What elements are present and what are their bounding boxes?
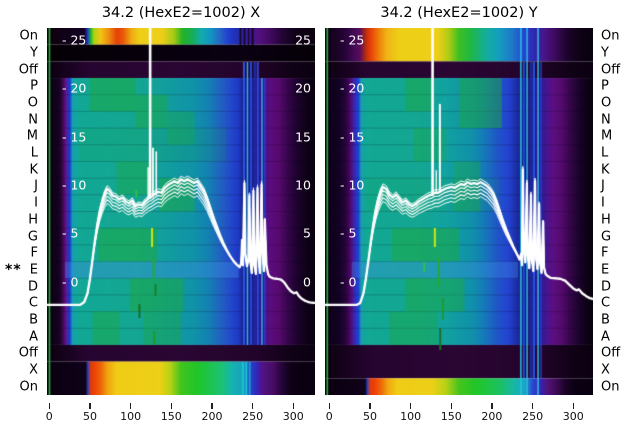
row-label-left-l-7: L xyxy=(30,145,38,161)
y-tick-label-left-x-25: - 25 xyxy=(62,32,87,48)
row-label-right-n-5: N xyxy=(601,112,611,128)
row-label-left-m-6: M xyxy=(26,128,38,144)
row-label-right-y-1: Y xyxy=(601,45,609,61)
x-tick-label-y-250: 250 xyxy=(522,410,544,423)
row-label-right-on-0: On xyxy=(601,28,620,44)
x-tick-label-x-100: 100 xyxy=(120,410,142,423)
x-tick-mark-x-50 xyxy=(89,403,91,409)
row-label-right-k-8: K xyxy=(601,162,610,178)
row-label-right-f-13: F xyxy=(601,245,609,261)
x-tick-label-y-150: 150 xyxy=(440,410,462,423)
y-tick-label-right-x-5: 5 xyxy=(303,225,311,241)
row-label-left-n-5: N xyxy=(28,112,38,128)
x-tick-mark-y-0 xyxy=(328,403,330,409)
row-label-left-off-19: Off xyxy=(18,345,38,361)
x-tick-mark-x-0 xyxy=(48,403,50,409)
row-label-right-x-20: X xyxy=(601,362,610,378)
x-tick-mark-y-300 xyxy=(572,403,574,409)
x-tick-mark-y-50 xyxy=(369,403,371,409)
row-label-left-f-13: F xyxy=(30,245,38,261)
x-tick-mark-x-300 xyxy=(292,403,294,409)
row-label-right-m-6: M xyxy=(601,128,613,144)
y-tick-label-left-x-0: - 0 xyxy=(62,274,79,290)
x-tick-label-x-150: 150 xyxy=(160,410,182,423)
row-label-right-d-15: D xyxy=(601,279,612,295)
x-tick-label-y-100: 100 xyxy=(400,410,422,423)
x-tick-label-y-0: 0 xyxy=(325,410,333,423)
y-tick-label-left-y-20: - 20 xyxy=(340,80,365,96)
row-label-left-k-8: K xyxy=(29,162,38,178)
row-label-left-j-9: J xyxy=(34,178,38,194)
panel-y xyxy=(325,28,593,395)
x-tick-mark-x-200 xyxy=(211,403,213,409)
row-label-left-b-17: B xyxy=(29,312,38,328)
x-tick-mark-y-150 xyxy=(450,403,452,409)
row-label-left-c-16: C xyxy=(28,295,38,311)
x-tick-mark-x-100 xyxy=(130,403,132,409)
y-tick-label-left-y-5: - 5 xyxy=(340,225,357,241)
row-label-left-i-10: I xyxy=(34,195,38,211)
row-label-right-l-7: L xyxy=(601,145,609,161)
x-tick-label-y-200: 200 xyxy=(481,410,503,423)
row-label-left-d-15: D xyxy=(27,279,38,295)
y-tick-label-left-y-15: - 15 xyxy=(340,129,365,145)
row-label-left-p-3: P xyxy=(30,78,38,94)
row-label-right-b-17: B xyxy=(601,312,610,328)
row-label-right-o-4: O xyxy=(601,95,612,111)
row-label-left-on-21: On xyxy=(19,379,38,395)
row-label-left-off-2: Off xyxy=(18,62,38,78)
row-label-right-j-9: J xyxy=(601,178,605,194)
row-label-left-g-12: G xyxy=(27,229,38,245)
y-tick-label-left-x-20: - 20 xyxy=(62,80,87,96)
x-tick-mark-y-200 xyxy=(491,403,493,409)
y-tick-label-left-x-10: - 10 xyxy=(62,177,87,193)
x-tick-label-x-200: 200 xyxy=(201,410,223,423)
y-tick-label-left-y-25: - 25 xyxy=(340,32,365,48)
y-tick-label-left-x-15: - 15 xyxy=(62,129,87,145)
x-tick-label-x-50: 50 xyxy=(82,410,97,423)
row-label-right-e-14: E xyxy=(601,262,610,278)
row-label-left-a-18: A xyxy=(29,329,38,345)
row-label-right-c-16: C xyxy=(601,295,611,311)
y-tick-label-left-y-10: - 10 xyxy=(340,177,365,193)
x-tick-label-y-300: 300 xyxy=(562,410,584,423)
row-label-right-a-18: A xyxy=(601,329,610,345)
x-tick-mark-x-250 xyxy=(252,403,254,409)
row-label-right-g-12: G xyxy=(601,229,612,245)
row-marker: ** xyxy=(5,261,22,278)
y-tick-label-right-x-20: 20 xyxy=(295,80,311,96)
x-tick-label-x-250: 250 xyxy=(242,410,264,423)
y-tick-label-left-y-0: - 0 xyxy=(340,274,357,290)
y-tick-label-right-x-15: 15 xyxy=(295,129,311,145)
row-label-left-e-14: E xyxy=(29,262,38,278)
row-label-left-o-4: O xyxy=(27,95,38,111)
x-tick-label-x-300: 300 xyxy=(282,410,304,423)
x-tick-label-x-0: 0 xyxy=(45,410,53,423)
row-label-left-x-20: X xyxy=(29,362,38,378)
x-tick-mark-y-250 xyxy=(531,403,534,409)
panel-x xyxy=(47,28,315,395)
row-label-right-on-21: On xyxy=(601,379,620,395)
y-tick-label-right-x-25: 25 xyxy=(295,32,311,48)
y-tick-label-right-x-10: 10 xyxy=(295,177,311,193)
row-label-left-on-0: On xyxy=(19,28,38,44)
panel-title-x: 34.2 (HexE2=1002) X xyxy=(101,5,261,21)
x-tick-mark-y-100 xyxy=(410,403,412,409)
row-label-left-y-1: Y xyxy=(30,45,38,61)
row-label-right-off-2: Off xyxy=(601,62,621,78)
row-label-right-p-3: P xyxy=(601,78,609,94)
panel-title-y: 34.2 (HexE2=1002) Y xyxy=(380,5,538,21)
y-tick-label-right-x-0: 0 xyxy=(303,274,311,290)
y-tick-label-left-x-5: - 5 xyxy=(62,225,79,241)
heatmap-canvas-x xyxy=(47,28,315,395)
row-label-right-i-10: I xyxy=(601,195,605,211)
x-tick-label-y-50: 50 xyxy=(362,410,377,423)
x-tick-mark-x-150 xyxy=(170,403,172,409)
row-label-right-off-19: Off xyxy=(601,345,621,361)
row-label-right-h-11: H xyxy=(601,212,611,228)
row-label-left-h-11: H xyxy=(28,212,38,228)
heatmap-canvas-y xyxy=(325,28,593,395)
